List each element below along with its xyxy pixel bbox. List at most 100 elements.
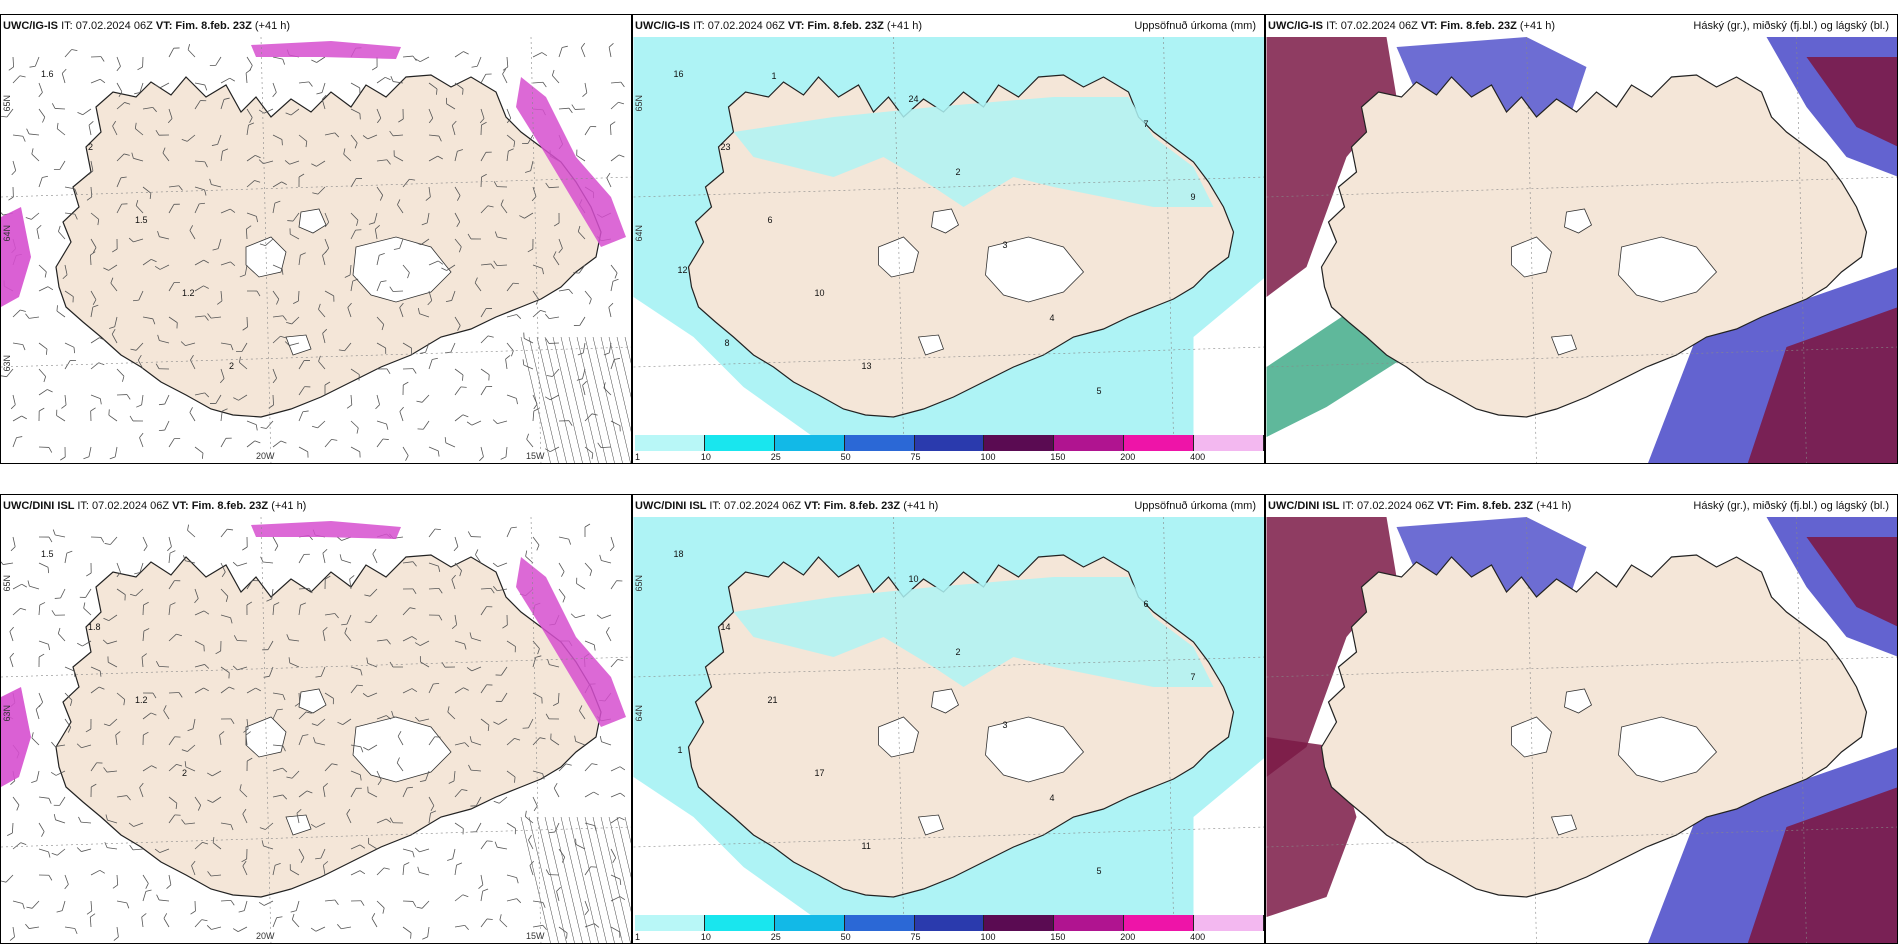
hatch-line <box>528 336 559 463</box>
wind-barb <box>545 313 560 320</box>
wind-barb <box>318 355 326 370</box>
wind-barb <box>469 632 482 642</box>
wind-barb <box>52 529 66 538</box>
value-label: 10 <box>815 288 825 298</box>
wind-barb <box>272 56 286 65</box>
glacier <box>285 814 312 836</box>
wind-barb <box>61 394 67 409</box>
wind-barb <box>417 866 430 876</box>
wind-barb <box>376 186 384 201</box>
valid-time: VT: Fim. 8.feb. 23Z <box>787 20 887 32</box>
wind-barb <box>142 628 150 642</box>
wind-barb <box>156 894 170 902</box>
wind-barb <box>194 588 199 604</box>
wind-barb <box>246 154 261 162</box>
longitude-line <box>260 517 272 943</box>
wind-barb <box>398 108 404 123</box>
wind-barb <box>467 233 482 240</box>
wind-barb <box>454 924 469 931</box>
wind-barb <box>207 770 222 777</box>
wind-barb <box>324 613 339 619</box>
latitude-line <box>1266 176 1897 198</box>
wind-barb <box>90 251 96 266</box>
wind-barb <box>445 290 456 303</box>
wind-barb <box>399 406 404 422</box>
wind-barb <box>142 889 152 902</box>
wind-barb <box>475 549 482 564</box>
wind-barb <box>141 913 147 928</box>
value-label: 4 <box>1050 313 1055 323</box>
wind-barb <box>38 264 47 278</box>
wind-barb <box>78 816 92 824</box>
wind-barb <box>83 446 92 460</box>
wind-barb <box>103 718 118 727</box>
hatch-line <box>600 336 631 463</box>
wind-barb <box>272 862 281 876</box>
wind-barb <box>116 102 131 110</box>
wind-barb <box>558 926 568 939</box>
wind-barb <box>12 134 26 142</box>
wind-barb <box>376 316 385 331</box>
wind-barb <box>547 658 560 668</box>
legend-swatch <box>1054 915 1125 931</box>
wind-barb <box>480 684 493 694</box>
wind-barb <box>194 640 205 652</box>
valid-time: VT: Fim. 8.feb. 23Z <box>1420 20 1520 32</box>
wind-barb <box>610 420 621 432</box>
wind-barb <box>372 548 378 564</box>
wind-barb <box>584 791 599 798</box>
wind-barb <box>525 550 534 564</box>
wind-barb <box>219 368 225 384</box>
wind-barb <box>298 173 305 188</box>
wind-barb <box>605 626 612 642</box>
wind-barb <box>402 848 415 858</box>
glacier <box>298 688 327 714</box>
init-time: IT: 07.02.2024 06Z <box>693 20 788 32</box>
hatch-line <box>624 336 631 364</box>
wind-barb <box>350 770 362 781</box>
wind-barb <box>570 613 586 619</box>
map-canvas <box>1266 37 1897 463</box>
longitude-label: 15W <box>526 451 545 461</box>
wind-barb <box>157 334 170 344</box>
wind-barb <box>115 731 121 746</box>
wind-barb <box>90 78 106 84</box>
wind-barb <box>402 381 409 396</box>
wind-barb <box>258 108 274 114</box>
wind-barb <box>492 562 508 568</box>
gust-area <box>1 207 31 307</box>
wind-barb <box>532 264 544 275</box>
wind-barb <box>9 626 14 642</box>
glacier <box>352 236 452 303</box>
panel-header: UWC/IG-IS IT: 07.02.2024 06Z VT: Fim. 8.… <box>1268 17 1893 35</box>
wind-barb <box>38 822 45 837</box>
wind-barb <box>545 338 560 344</box>
value-label: 1 <box>772 71 777 81</box>
wind-barb <box>500 199 508 214</box>
wind-barb <box>532 536 540 551</box>
wind-barb <box>376 159 391 165</box>
wind-barb <box>376 867 390 876</box>
value-label: 18 <box>674 549 684 559</box>
hatch-line <box>616 336 631 398</box>
wind-barb <box>344 264 352 278</box>
legend-tick: 150 <box>1050 452 1066 462</box>
wind-barb <box>532 81 547 88</box>
wind-barb <box>155 130 170 136</box>
wind-barb <box>154 82 170 89</box>
wind-barb <box>194 82 208 91</box>
wind-barb <box>322 626 328 642</box>
wind-barb <box>441 264 456 271</box>
wind-barb <box>131 152 144 162</box>
wind-barb <box>220 718 235 725</box>
wind-barb <box>532 770 545 780</box>
high-cloud-area <box>1266 517 1397 777</box>
wind-barb <box>90 407 96 422</box>
wind-barb <box>220 562 226 578</box>
wind-barb <box>154 848 170 853</box>
wind-barb <box>480 888 489 902</box>
wind-barb <box>494 231 508 240</box>
wind-barb <box>246 757 253 772</box>
wind-barb <box>38 602 46 616</box>
wind-barb <box>116 368 125 382</box>
